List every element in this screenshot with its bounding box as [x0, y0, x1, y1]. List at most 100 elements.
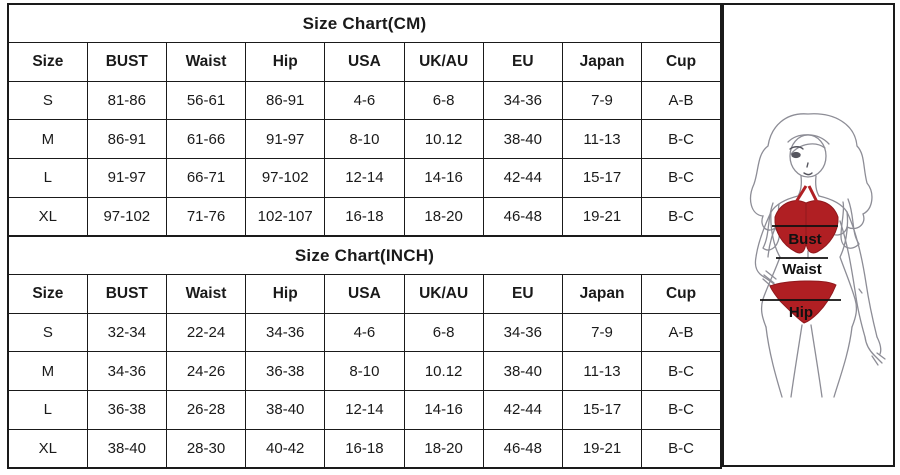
eye — [791, 151, 801, 159]
finger-left-1 — [765, 270, 777, 280]
column-header-bust: BUST — [86, 42, 167, 82]
size-value: 18-20 — [403, 428, 484, 469]
size-value: 36-38 — [86, 390, 167, 430]
size-value: A-B — [641, 312, 722, 353]
table-title-row: Size Chart(CM) — [7, 3, 722, 44]
size-label: M — [7, 351, 88, 392]
size-value: 61-66 — [165, 119, 247, 160]
leg-left-outer — [765, 326, 783, 398]
finger-right-2 — [876, 352, 886, 360]
bikini-strap-right — [807, 185, 819, 203]
column-header-hip: Hip — [245, 42, 326, 82]
size-value: 56-61 — [165, 80, 247, 121]
size-value: 34-36 — [482, 80, 563, 121]
table-title-inch: Size Chart(INCH) — [7, 235, 722, 276]
measurement-group: Bust Waist Hip — [760, 225, 841, 321]
hair-fringe-2 — [790, 143, 826, 155]
size-row-xl: XL 97-102 71-76 102-107 16-18 18-20 46-48 19-21… — [7, 196, 722, 237]
size-value: 6-8 — [403, 312, 484, 353]
column-header-uk-au: UK/AU — [403, 42, 484, 82]
column-header-hip: Hip — [245, 274, 326, 314]
column-header-row: Size BUST Waist Hip USA UK/AU EU Japan Cup — [7, 274, 722, 314]
size-value: 16-18 — [324, 196, 405, 237]
column-header-bust: BUST — [86, 274, 167, 314]
column-header-cup: Cup — [641, 42, 722, 82]
size-value: 6-8 — [403, 80, 484, 121]
size-value: 19-21 — [561, 428, 643, 469]
measurement-figure-panel: Bust Waist Hip — [722, 3, 895, 467]
size-value: 28-30 — [165, 428, 247, 469]
size-label: XL — [7, 196, 88, 237]
size-row-l: L 36-38 26-28 38-40 12-14 14-16 42-44 15-17 B-C — [7, 390, 722, 430]
size-label: M — [7, 119, 88, 160]
size-value: B-C — [641, 196, 722, 237]
size-value: 66-71 — [165, 158, 247, 198]
column-header-size: Size — [7, 42, 88, 82]
column-header-eu: EU — [482, 42, 563, 82]
size-chart-cm-table: Size Chart(CM) Size BUST Waist Hip USA UK/AU E… — [7, 3, 722, 237]
torso-right — [839, 211, 858, 328]
size-row-xl: XL 38-40 28-30 40-42 16-18 18-20 46-48 19-21 B-C — [7, 428, 722, 469]
size-value: 81-86 — [86, 80, 167, 121]
face-features — [789, 146, 813, 176]
leg-right-outer — [833, 326, 853, 398]
column-header-uk-au: UK/AU — [403, 274, 484, 314]
size-label: L — [7, 158, 88, 198]
shoulder-left — [770, 195, 799, 213]
size-value: 18-20 — [403, 196, 484, 237]
leg-right-inner — [810, 324, 823, 398]
column-header-japan: Japan — [561, 42, 643, 82]
size-label: S — [7, 312, 88, 353]
arm-left-outer — [754, 211, 772, 278]
size-value: B-C — [641, 428, 722, 469]
size-value: 11-13 — [561, 351, 643, 392]
size-value: B-C — [641, 119, 722, 160]
size-value: 14-16 — [403, 390, 484, 430]
size-value: 97-102 — [86, 196, 167, 237]
shoulder-right — [818, 195, 848, 213]
eyebrow — [789, 146, 804, 150]
size-value: 22-24 — [165, 312, 247, 353]
size-value: 97-102 — [245, 158, 326, 198]
column-header-usa: USA — [324, 274, 405, 314]
hair-fringe — [787, 134, 830, 145]
size-chart-inch-table: Size Chart(INCH) Size BUST Waist Hip USA UK/A… — [7, 235, 722, 469]
size-value: 86-91 — [86, 119, 167, 160]
neck-right — [814, 175, 820, 197]
column-header-row: Size BUST Waist Hip USA UK/AU EU Japan Cup — [7, 42, 722, 82]
size-value: 7-9 — [561, 312, 643, 353]
size-value: B-C — [641, 351, 722, 392]
size-value: 34-36 — [482, 312, 563, 353]
model-illustration: Bust Waist Hip — [749, 113, 886, 398]
size-value: 10.12 — [403, 119, 484, 160]
size-row-s: S 81-86 56-61 86-91 4-6 6-8 34-36 7-9 A-B — [7, 80, 722, 121]
size-value: 12-14 — [324, 390, 405, 430]
finger-left-2 — [763, 274, 775, 284]
size-value: 86-91 — [245, 80, 326, 121]
table-title-row: Size Chart(INCH) — [7, 235, 722, 276]
column-header-eu: EU — [482, 274, 563, 314]
size-label: XL — [7, 428, 88, 469]
table-title-cm: Size Chart(CM) — [7, 3, 722, 44]
size-value: 91-97 — [245, 119, 326, 160]
leg-left-inner — [790, 324, 803, 398]
arm-right-inner — [839, 220, 866, 338]
column-header-waist: Waist — [165, 274, 247, 314]
size-value: 34-36 — [86, 351, 167, 392]
size-value: 12-14 — [324, 158, 405, 198]
size-value: A-B — [641, 80, 722, 121]
nose — [806, 162, 809, 168]
bikini-strap-left — [794, 185, 808, 203]
size-value: 38-40 — [482, 351, 563, 392]
size-value: 36-38 — [245, 351, 326, 392]
neck-left — [797, 175, 803, 197]
size-value: 15-17 — [561, 158, 643, 198]
hip-label: Hip — [789, 304, 813, 321]
size-row-s: S 32-34 22-24 34-36 4-6 6-8 34-36 7-9 A-B — [7, 312, 722, 353]
size-row-l: L 91-97 66-71 97-102 12-14 14-16 42-44 15-17 B-C — [7, 158, 722, 198]
size-value: 19-21 — [561, 196, 643, 237]
size-value: 14-16 — [403, 158, 484, 198]
size-value: 26-28 — [165, 390, 247, 430]
size-value: 102-107 — [245, 196, 326, 237]
